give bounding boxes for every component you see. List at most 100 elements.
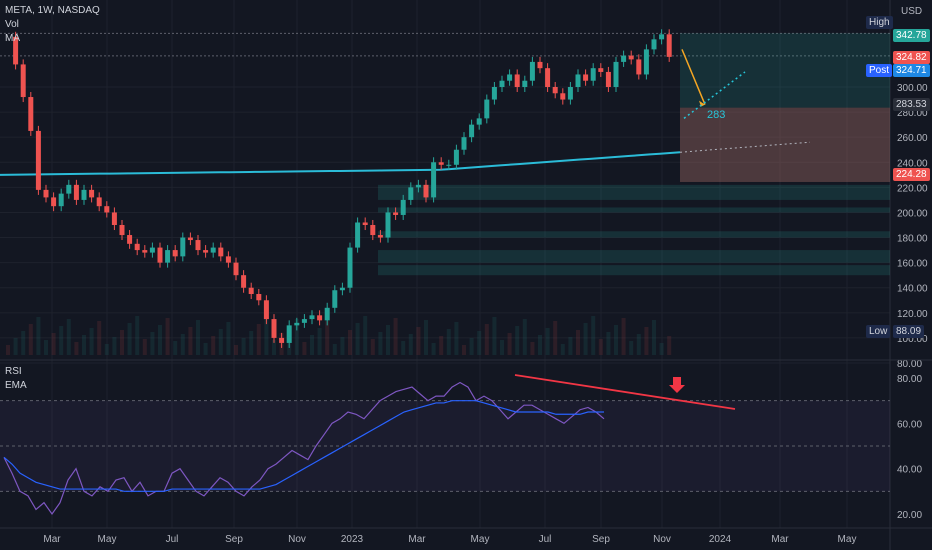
candle-body [89, 189, 95, 198]
volume-bar [89, 328, 94, 355]
volume-bar [272, 340, 276, 355]
symbol-legend: META, 1W, NASDAQ [5, 5, 100, 16]
volume-bar [112, 337, 117, 355]
volume-bar [203, 343, 208, 355]
y-tick-label: 120.00 [897, 309, 928, 320]
high-tag: High [866, 16, 893, 29]
candle-body [590, 68, 596, 81]
volume-bar [59, 326, 64, 355]
x-tick-label: Mar [771, 534, 789, 545]
volume-bar [180, 334, 185, 355]
x-tick-label: 2023 [341, 534, 364, 545]
candle-body [104, 206, 110, 213]
rsi-divergence-line [514, 374, 736, 410]
volume-bar [454, 322, 459, 355]
candle-body [347, 247, 353, 288]
candle-body [583, 74, 589, 81]
candle-body [279, 337, 285, 343]
candle-body [393, 212, 399, 215]
stop-tag: 224.28 [893, 168, 930, 181]
volume-bar [340, 337, 345, 355]
volume-bar [393, 318, 398, 355]
post-tag: Post [866, 64, 893, 77]
candle-body [134, 243, 140, 251]
x-tick-label: Jul [539, 534, 552, 545]
volume-bar [408, 334, 413, 355]
candle-body [446, 164, 452, 166]
candle-body [180, 237, 186, 257]
x-tick-label: May [471, 534, 490, 545]
candle-body [537, 61, 543, 69]
volume-bar [302, 342, 307, 355]
y-tick-label: 100.00 [897, 334, 928, 345]
last-price-tag: 324.82 [893, 51, 930, 64]
candle-body [233, 262, 239, 276]
volume-bar [21, 331, 26, 355]
candle-body [651, 39, 657, 50]
volume-bar [538, 335, 542, 355]
rsi-legend: RSI [5, 366, 22, 377]
volume-bar [530, 342, 535, 355]
candle-body [545, 68, 551, 87]
volume-bar [150, 332, 155, 355]
candle-body [256, 294, 262, 301]
candle-body [453, 149, 459, 165]
volume-bar [416, 327, 421, 355]
x-tick-label: Sep [592, 534, 610, 545]
candle-body [332, 290, 338, 308]
volume-bar [256, 324, 261, 355]
volume-bar [591, 316, 596, 355]
candle-body [263, 300, 269, 320]
volume-bar [165, 318, 170, 355]
volume-bar [378, 332, 383, 355]
volume-bar [560, 344, 565, 355]
candle-body [499, 80, 505, 87]
down-arrow-icon [669, 377, 685, 393]
volume-bar [431, 343, 436, 355]
currency-label: USD [901, 6, 923, 17]
x-tick-label: Mar [43, 534, 61, 545]
rsi-tick-label: 80.00 [897, 374, 922, 385]
rsi-ema-line [3, 400, 604, 492]
x-tick-label: 2024 [709, 534, 732, 545]
volume-bar [370, 339, 375, 355]
volume-bar [621, 318, 626, 355]
volume-bar [477, 331, 482, 355]
candle-body [461, 137, 467, 150]
candle-body [423, 184, 429, 198]
candle-body [339, 287, 345, 291]
volume-bar [401, 341, 406, 355]
candle-body [605, 71, 611, 87]
volume-bar [507, 333, 512, 355]
volume-bar [44, 340, 48, 355]
volume-bar [218, 329, 223, 355]
candle-body [484, 99, 490, 119]
volume-bar [522, 319, 527, 355]
candle-body [491, 87, 497, 100]
candle-body [507, 74, 513, 81]
volume-bar [386, 325, 390, 355]
x-tick-label: May [838, 534, 857, 545]
y-tick-label: 80.00 [897, 359, 922, 370]
rsi-tick-label: 20.00 [897, 510, 922, 521]
target-tag: 283.53 [893, 98, 930, 111]
candle-body [408, 187, 414, 200]
volume-bar [28, 324, 33, 355]
volume-bar [469, 338, 474, 355]
volume-bar [598, 339, 603, 355]
candle-body [575, 74, 581, 87]
candle-body [35, 130, 41, 190]
volume-bar [659, 343, 664, 355]
candle-body [81, 189, 87, 200]
resistance-zone [680, 107, 890, 182]
volume-bar [173, 341, 178, 355]
volume-bar [264, 317, 269, 355]
volume-bar [142, 339, 147, 355]
y-tick-label: 280.00 [897, 108, 928, 119]
x-tick-label: May [98, 534, 117, 545]
volume-bar [13, 338, 18, 355]
candle-body [20, 64, 26, 98]
candle-body [286, 325, 292, 343]
support-zone [680, 33, 890, 182]
